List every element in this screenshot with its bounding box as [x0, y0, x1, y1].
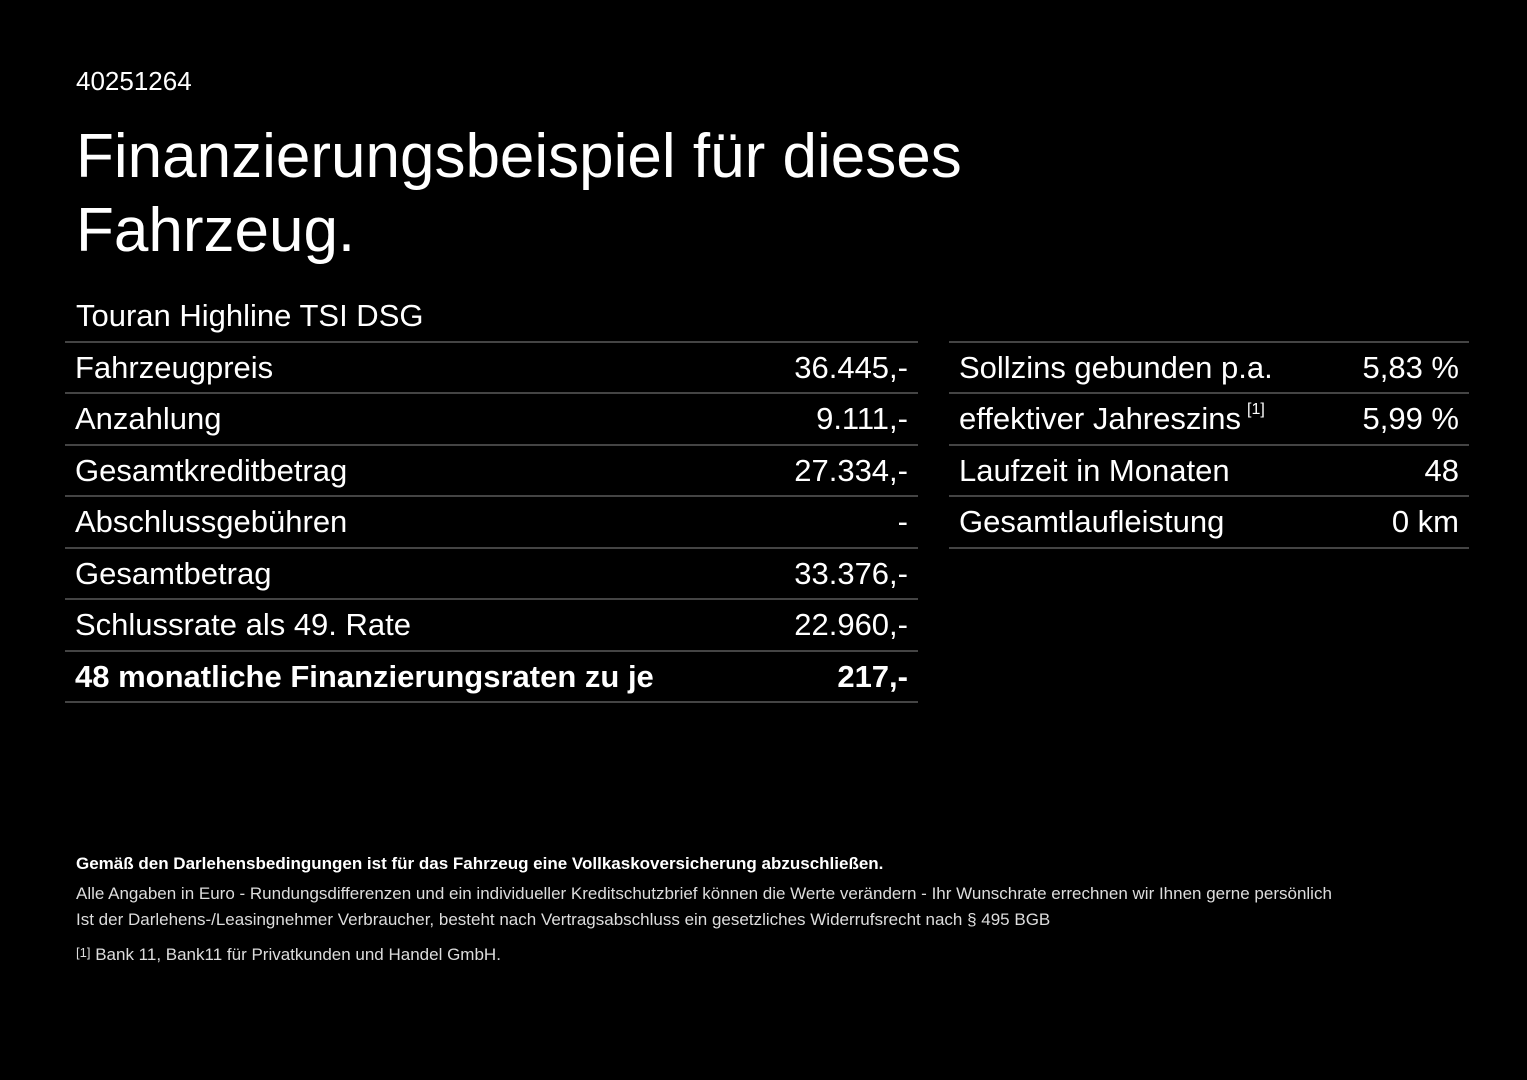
table-row: effektiver Jahreszins [1] 5,99 %: [949, 395, 1469, 446]
row-label: Laufzeit in Monaten: [959, 452, 1230, 488]
footnote-mark: [1]: [76, 945, 91, 960]
row-label: Abschlussgebühren: [75, 504, 348, 539]
row-label: Anzahlung: [75, 401, 222, 436]
row-label: effektiver Jahreszins [1]: [959, 401, 1265, 436]
divider: [949, 341, 1469, 343]
row-value: -: [897, 504, 908, 539]
row-label: 48 monatliche Finanzierungsraten zu je: [75, 658, 654, 694]
divider: [65, 341, 918, 343]
note: Alle Angaben in Euro - Rundungsdifferenz…: [76, 884, 1332, 903]
row-value: 5,83 %: [1362, 349, 1459, 385]
table-row: Fahrzeugpreis 36.445,-: [65, 343, 918, 394]
row-value: 5,99 %: [1362, 401, 1459, 436]
title: Finanzierungsbeispiel für dieses Fahrzeug…: [76, 120, 962, 268]
row-value: 9.111,-: [816, 401, 908, 436]
footnote: [1] Bank 11, Bank11 für Privatkunden und…: [76, 945, 501, 965]
row-label: Schlussrate als 49. Rate: [75, 607, 412, 642]
table-row: Sollzins gebunden p.a. 5,83 %: [949, 343, 1469, 394]
row-value: 22.960,-: [794, 607, 908, 642]
title-line: Fahrzeug.: [76, 196, 356, 265]
table-row: Gesamtkreditbetrag 27.334,-: [65, 446, 918, 497]
row-label: Fahrzeugpreis: [75, 349, 274, 385]
note: Ist der Darlehens-/Leasingnehmer Verbrau…: [76, 910, 1051, 929]
row-label: Gesamtlaufleistung: [959, 504, 1225, 539]
table-row: 48 monatliche Finanzierungsraten zu je 21…: [65, 652, 918, 703]
table-row: Schlussrate als 49. Rate 22.960,-: [65, 601, 918, 652]
row-value: 27.334,-: [794, 452, 908, 488]
row-label: Sollzins gebunden p.a.: [959, 349, 1273, 385]
row-value: 48: [1424, 452, 1459, 488]
table-row: Gesamtbetrag 33.376,-: [65, 549, 918, 600]
note-bold: Gemäß den Darlehensbedingungen ist für d…: [76, 854, 884, 873]
table-row: Gesamtlaufleistung 0 km: [949, 498, 1469, 549]
id: 40251264: [76, 66, 192, 96]
footnote-ref: [1]: [1247, 401, 1265, 418]
title-line: Finanzierungsbeispiel für dieses: [76, 122, 962, 191]
footnote-text: Bank 11, Bank11 für Privatkunden und Han…: [95, 945, 501, 964]
table-row: Anzahlung 9.111,-: [65, 395, 918, 446]
row-label: Gesamtbetrag: [75, 555, 272, 591]
row-value: 36.445,-: [794, 349, 908, 385]
model: Touran Highline TSI DSG: [76, 298, 424, 333]
row-value: 217,-: [837, 658, 908, 694]
row-label: Gesamtkreditbetrag: [75, 452, 348, 488]
row-value: 33.376,-: [794, 555, 908, 591]
table-row: Abschlussgebühren -: [65, 498, 918, 549]
row-value: 0 km: [1391, 504, 1459, 539]
table-row: Laufzeit in Monaten 48: [949, 446, 1469, 497]
